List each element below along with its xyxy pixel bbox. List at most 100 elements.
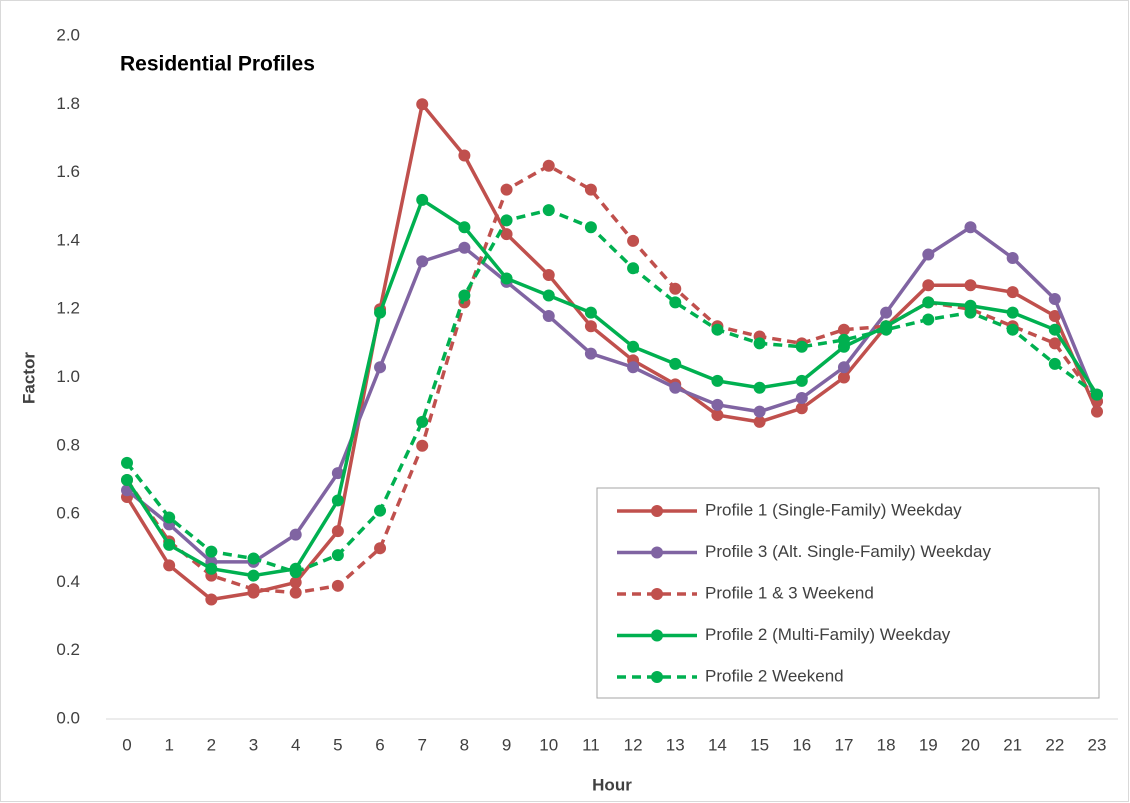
point [331,579,344,592]
point [669,357,682,370]
point [1048,323,1061,336]
point [627,262,640,275]
y-tick-label: 0.2 [56,640,80,659]
x-tick-label: 10 [539,735,558,754]
point [416,415,429,428]
x-tick-label: 4 [291,735,300,754]
point [584,183,597,196]
legend-marker [651,505,663,517]
x-tick-label: 3 [249,735,258,754]
point [1006,323,1019,336]
point [711,323,724,336]
point [500,272,513,285]
point [374,361,387,374]
x-tick-label: 2 [207,735,216,754]
point [289,528,302,541]
legend-marker [651,588,663,600]
y-tick-label: 0.4 [56,572,80,591]
point [1006,251,1019,264]
point [627,234,640,247]
point [416,255,429,268]
x-tick-label: 19 [919,735,938,754]
point [205,562,218,575]
x-tick-label: 7 [417,735,426,754]
x-tick-label: 1 [164,735,173,754]
point [964,279,977,292]
point [500,183,513,196]
point [837,323,850,336]
point [669,296,682,309]
point [163,511,176,524]
point [753,415,766,428]
y-tick-label: 0.0 [56,708,80,727]
point [1048,310,1061,323]
x-tick-label: 20 [961,735,980,754]
point [374,306,387,319]
y-tick-label: 1.6 [56,162,80,181]
point [163,559,176,572]
point [247,569,260,582]
series-line [125,100,1099,602]
y-tick-label: 2.0 [56,25,80,44]
chart-title: Residential Profiles [120,53,315,76]
point [795,402,808,415]
point [795,374,808,387]
point [880,323,893,336]
point [416,98,429,111]
x-tick-label: 9 [502,735,511,754]
series-line [125,208,1099,575]
x-tick-label: 5 [333,735,342,754]
x-tick-label: 8 [460,735,469,754]
point [1048,357,1061,370]
point [795,391,808,404]
point [205,545,218,558]
legend-label: Profile 2 Weekend [705,666,844,685]
point [1091,388,1103,401]
point [163,538,176,551]
x-tick-label: 21 [1003,735,1022,754]
point [837,361,850,374]
legend-label: Profile 3 (Alt. Single-Family) Weekday [705,542,991,561]
point [542,289,555,302]
point [289,576,302,589]
point [1091,405,1103,418]
point [753,381,766,394]
point [584,347,597,360]
y-tick-label: 1.0 [56,367,80,386]
legend-label: Profile 1 & 3 Weekend [705,583,874,602]
point [627,340,640,353]
point [922,313,935,326]
point [584,306,597,319]
y-tick-label: 1.2 [56,299,80,318]
x-tick-label: 15 [750,735,769,754]
x-tick-label: 11 [582,735,600,754]
y-tick-label: 0.6 [56,504,80,523]
point [753,405,766,418]
x-tick-label: 13 [666,735,685,754]
point [711,398,724,411]
x-axis-label: Hour [592,775,632,794]
point [542,204,555,217]
point [289,566,302,579]
point [500,228,513,241]
x-tick-label: 17 [834,735,853,754]
point [331,525,344,538]
point [416,193,429,206]
point [584,320,597,333]
point [880,306,893,319]
point [458,289,471,302]
legend-label: Profile 2 (Multi-Family) Weekday [705,625,951,644]
point [837,333,850,346]
point [542,310,555,323]
point [711,409,724,422]
point [964,221,977,234]
point [247,552,260,565]
series-line [125,225,1099,564]
point [753,337,766,350]
point [922,279,935,292]
point [1048,337,1061,350]
x-tick-label: 16 [792,735,811,754]
point [542,159,555,172]
x-tick-label: 14 [708,735,727,754]
y-axis-label: Factor [19,352,38,404]
